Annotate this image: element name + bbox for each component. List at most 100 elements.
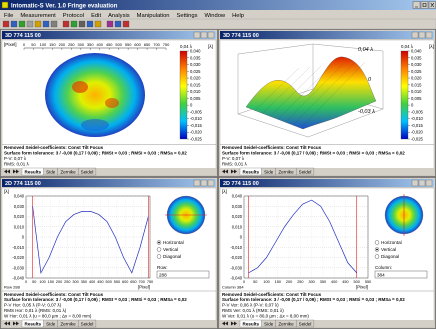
tab-label[interactable]: Side xyxy=(264,169,274,174)
info-line: Removed Seidel-coefficients: Const Tilt … xyxy=(4,145,104,150)
tab-label[interactable]: Seidel xyxy=(299,169,312,174)
info-line: Surface form tolerance: 3 / -0,00 (0,17 … xyxy=(4,151,187,156)
tab-label[interactable]: Seidel xyxy=(81,321,94,326)
tab-label[interactable]: Results xyxy=(243,321,260,326)
tool-button[interactable] xyxy=(42,20,50,28)
radio-label[interactable]: Diagonal xyxy=(381,254,399,259)
colorbar-tick-label: -0,025 xyxy=(411,137,424,142)
tab-label[interactable]: Results xyxy=(25,169,42,174)
y-tick-label: 0,030 xyxy=(232,204,243,209)
info-line: W Ver: 0,01 λ (u = 80,0 µm ; Δx = 8,00 m… xyxy=(222,313,309,318)
tab-label[interactable]: Zernike xyxy=(60,169,76,174)
mesh-line xyxy=(253,67,300,112)
window-button[interactable] xyxy=(193,179,201,187)
window-controls[interactable] xyxy=(412,1,436,9)
tool-button[interactable] xyxy=(34,20,42,28)
tool-button[interactable] xyxy=(106,20,114,28)
surface-label: 0 xyxy=(368,77,372,83)
tool-button[interactable] xyxy=(18,20,26,28)
x-tick-label: 600 xyxy=(122,280,128,284)
window-titlebar xyxy=(2,31,216,39)
radio-label[interactable]: Vertical xyxy=(381,247,396,252)
radio-button[interactable] xyxy=(374,254,380,259)
x-unit: [Pixel] xyxy=(356,285,368,290)
tab[interactable] xyxy=(77,319,97,328)
menu-item[interactable]: File xyxy=(4,13,13,19)
x-tick-label: 650 xyxy=(144,42,151,47)
tab-label[interactable]: Side xyxy=(46,321,56,326)
toolbar xyxy=(0,18,436,30)
tab-label[interactable]: Seidel xyxy=(81,169,94,174)
field-input[interactable] xyxy=(374,270,428,279)
menu-item[interactable]: Manipulation xyxy=(137,13,170,19)
window-button[interactable] xyxy=(411,31,419,39)
radio-button[interactable] xyxy=(374,240,380,245)
tool-button[interactable] xyxy=(10,20,18,28)
window-button[interactable] xyxy=(193,31,201,39)
menu-item[interactable]: Measurement xyxy=(20,13,56,19)
x-tick-label: 550 xyxy=(365,280,371,284)
tab-label[interactable]: Side xyxy=(46,169,56,174)
tab[interactable] xyxy=(77,167,97,176)
tool-button[interactable] xyxy=(2,20,10,28)
radio-button[interactable] xyxy=(156,254,162,259)
window-button[interactable] xyxy=(418,179,426,187)
window-button[interactable] xyxy=(425,31,433,39)
window-button[interactable] xyxy=(200,179,208,187)
colorbar-tick-label: -0,025 xyxy=(190,137,203,142)
colorbar-tick-label: -0,005 xyxy=(190,109,203,114)
window-button[interactable] xyxy=(425,179,433,187)
window-button[interactable] xyxy=(200,31,208,39)
window-button[interactable] xyxy=(418,31,426,39)
tab-label[interactable]: Zernike xyxy=(278,321,294,326)
y-tick-label: 0,030 xyxy=(14,204,25,209)
menu-item[interactable]: Analysis xyxy=(108,13,130,19)
field-input[interactable] xyxy=(156,270,210,279)
maximize-button[interactable] xyxy=(420,1,429,9)
tab[interactable] xyxy=(295,167,315,176)
tool-button[interactable] xyxy=(70,20,78,28)
tool-button[interactable] xyxy=(50,20,58,28)
x-tick-label: 350 xyxy=(320,280,326,284)
x-tick-label: 450 xyxy=(106,42,113,47)
window-button[interactable] xyxy=(207,179,215,187)
info-line: Surface form tolerance: 3 / -0,00 (0,17 … xyxy=(222,297,405,302)
radio-button[interactable] xyxy=(156,247,162,252)
tool-button[interactable] xyxy=(62,20,70,28)
radio-label[interactable]: Diagonal xyxy=(163,254,181,259)
colorbar-tick-label: 0,030 xyxy=(190,62,201,67)
tool-button[interactable] xyxy=(94,20,102,28)
tab-label[interactable]: Results xyxy=(243,169,260,174)
tab[interactable] xyxy=(295,319,315,328)
radio-label[interactable]: Horizontal xyxy=(381,240,402,245)
tool-button[interactable] xyxy=(26,20,34,28)
x-tick-label: 250 xyxy=(68,42,75,47)
mesh-line xyxy=(269,65,322,117)
tab-label[interactable]: Results xyxy=(25,321,42,326)
window-button[interactable] xyxy=(411,179,419,187)
tab-label[interactable]: Zernike xyxy=(60,321,76,326)
tab-label[interactable]: Side xyxy=(264,321,274,326)
radio-label[interactable]: Horizontal xyxy=(163,240,184,245)
menu-item[interactable]: Settings xyxy=(177,13,198,19)
menu-item[interactable]: Protocol xyxy=(63,13,84,19)
colorbar-tick-label: 0,020 xyxy=(190,76,201,81)
tab-label[interactable]: Seidel xyxy=(299,321,312,326)
tool-button[interactable] xyxy=(114,20,122,28)
tab-strip xyxy=(2,320,216,327)
menu-item[interactable]: Help xyxy=(232,13,244,19)
tool-button[interactable] xyxy=(122,20,130,28)
x-tick-label: 700 xyxy=(153,42,160,47)
tool-button[interactable] xyxy=(86,20,94,28)
x-tick-label: 200 xyxy=(56,280,62,284)
menu-item[interactable]: Edit xyxy=(91,13,101,19)
radio-label[interactable]: Vertical xyxy=(163,247,178,252)
y-tick-label: 0,040 xyxy=(14,194,25,199)
window-button[interactable] xyxy=(207,31,215,39)
menu-item[interactable]: Window xyxy=(204,13,225,19)
tab-label[interactable]: Zernike xyxy=(278,169,294,174)
minimize-button[interactable] xyxy=(412,1,421,9)
tool-button[interactable] xyxy=(78,20,86,28)
x-tick-label: 650 xyxy=(130,280,136,284)
